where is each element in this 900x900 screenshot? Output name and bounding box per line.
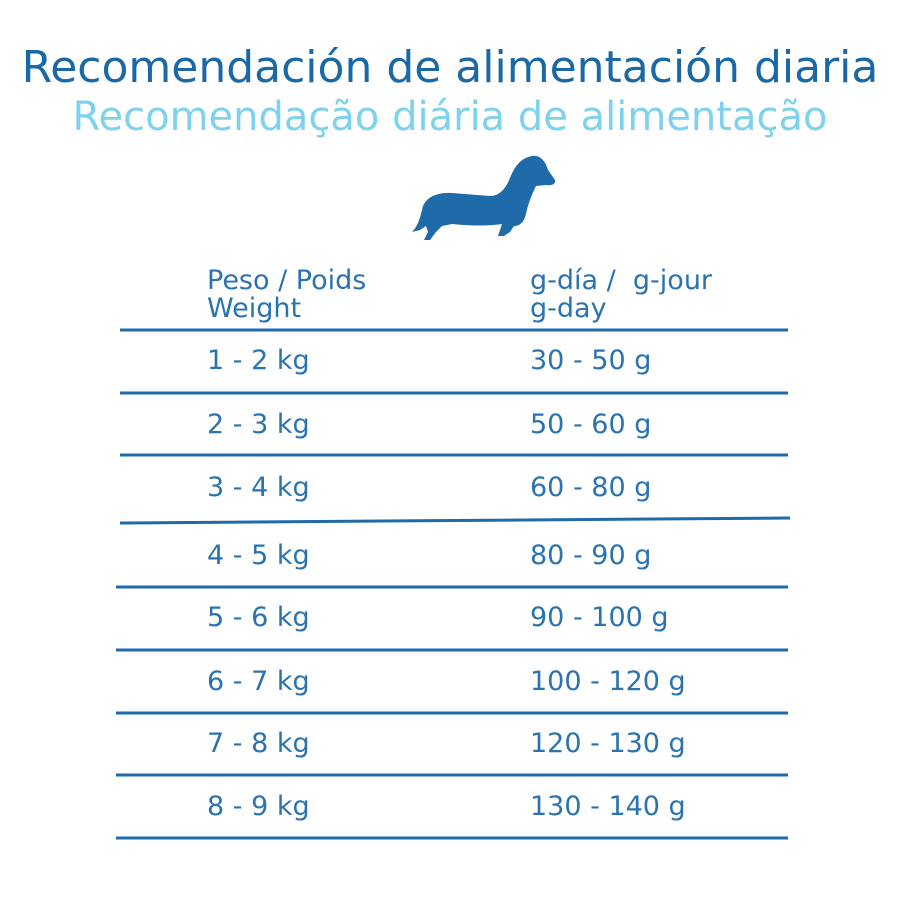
table-cell: 80 - 90 g <box>530 540 651 571</box>
table-cell: 1 - 2 kg <box>207 345 310 376</box>
table-cell: 30 - 50 g <box>530 345 651 376</box>
table-cell: 4 - 5 kg <box>207 540 310 571</box>
table-cell: 2 - 3 kg <box>207 409 310 440</box>
table-cell: 3 - 4 kg <box>207 472 310 503</box>
row-rule <box>119 516 791 525</box>
dog-icon <box>412 155 556 240</box>
table-cell: 7 - 8 kg <box>207 728 310 759</box>
header-cell: g-día / g-jour <box>530 265 713 296</box>
subtitle: Recomendação diária de alimentação <box>73 94 828 140</box>
table-cell: 60 - 80 g <box>530 472 651 503</box>
table-cell: 5 - 6 kg <box>207 602 310 633</box>
table-cell: 90 - 100 g <box>530 602 669 633</box>
table-cell: 6 - 7 kg <box>207 666 310 697</box>
title: Recomendación de alimentación diaria <box>22 42 879 93</box>
table-cell: 120 - 130 g <box>530 728 686 759</box>
header-cell: g-day <box>530 293 607 324</box>
table-cell: 130 - 140 g <box>530 791 686 822</box>
table-cell: 50 - 60 g <box>530 409 651 440</box>
header-cell: Weight <box>207 293 301 324</box>
header-cell: Peso / Poids <box>207 265 366 296</box>
table-cell: 100 - 120 g <box>530 666 686 697</box>
table-cell: 8 - 9 kg <box>207 791 310 822</box>
